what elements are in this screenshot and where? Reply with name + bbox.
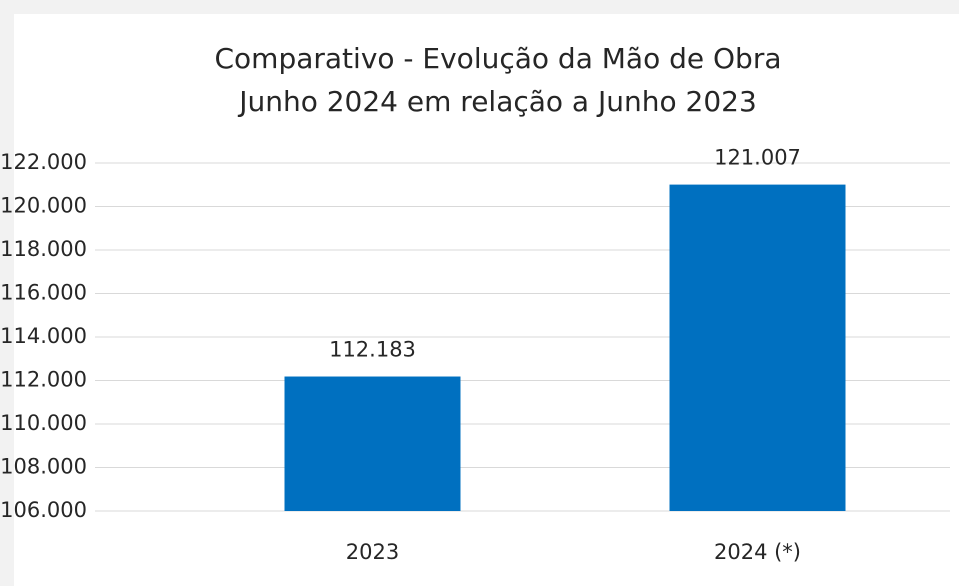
y-tick-label: 122.000	[0, 150, 87, 174]
x-tick-label: 2023	[346, 540, 399, 564]
data-label: 112.183	[329, 338, 416, 362]
bar	[669, 184, 846, 511]
y-tick-label: 120.000	[0, 194, 87, 218]
chart-title: Junho 2024 em relação a Junho 2023	[237, 85, 757, 118]
x-tick-label: 2024 (*)	[714, 540, 801, 564]
y-tick-label: 114.000	[0, 324, 87, 348]
chart-title: Comparativo - Evolução da Mão de Obra	[215, 42, 782, 75]
y-tick-label: 108.000	[0, 455, 87, 479]
y-tick-label: 110.000	[0, 411, 87, 435]
y-tick-label: 106.000	[0, 498, 87, 522]
data-label: 121.007	[714, 146, 801, 170]
y-tick-label: 116.000	[0, 281, 87, 305]
y-tick-label: 118.000	[0, 237, 87, 261]
y-tick-label: 112.000	[0, 368, 87, 392]
bar	[284, 376, 461, 511]
